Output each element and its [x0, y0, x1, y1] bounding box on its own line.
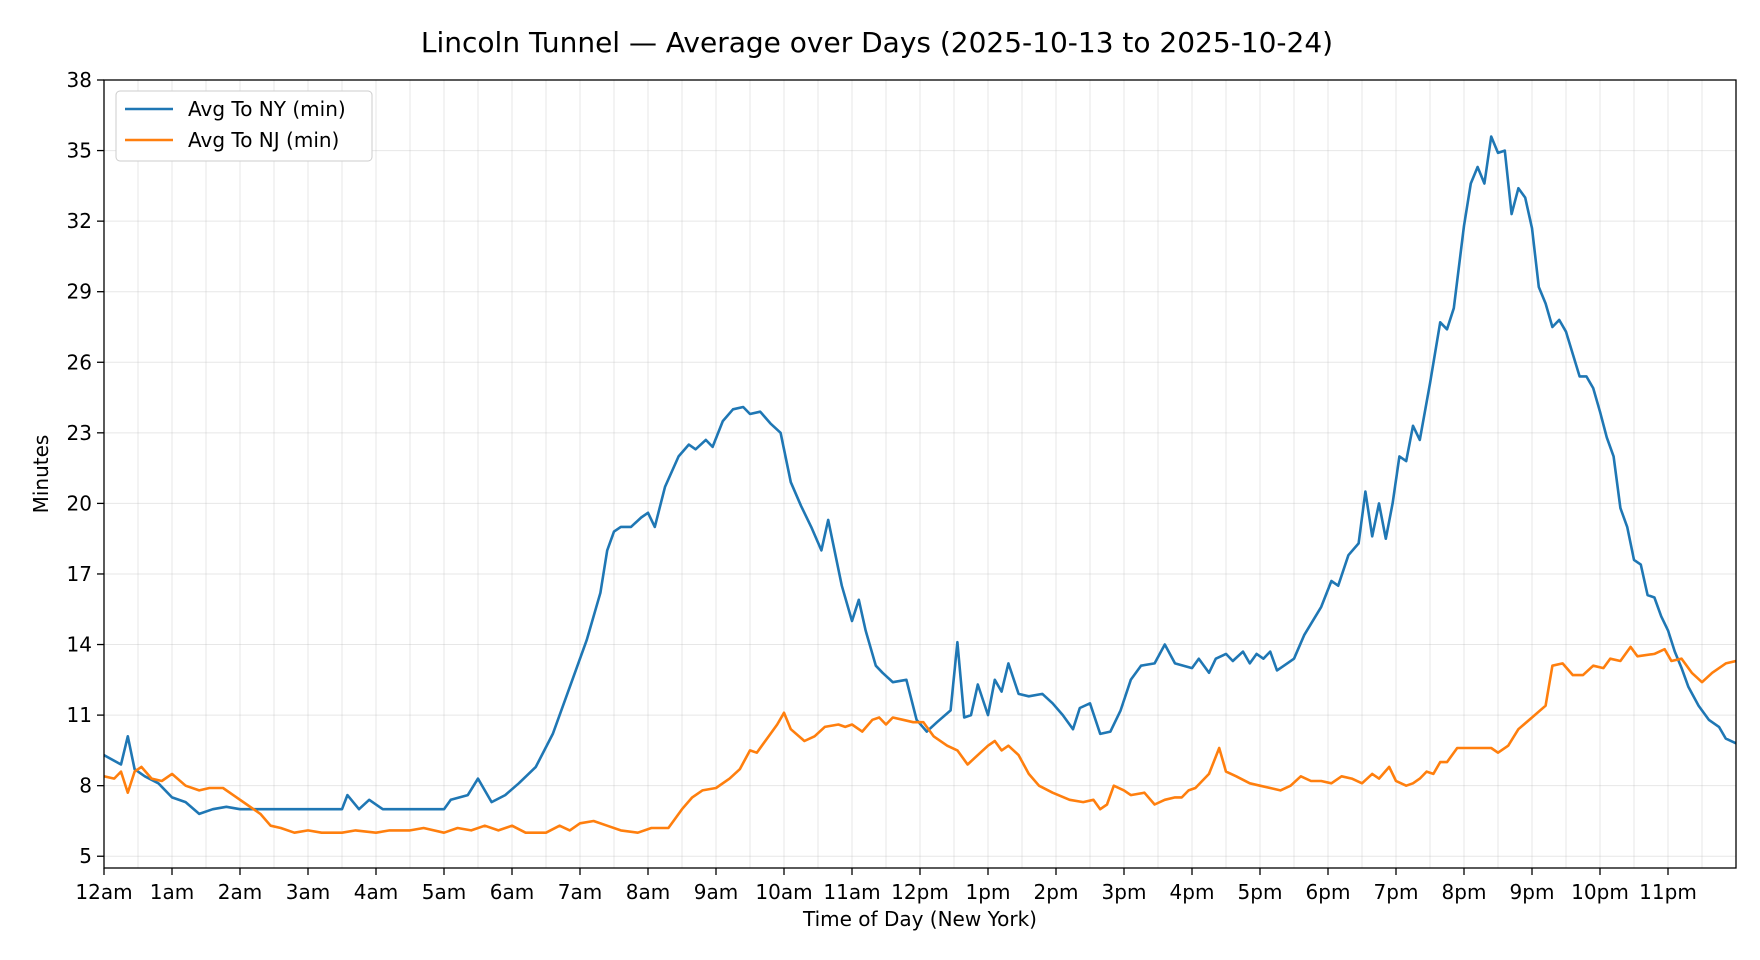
x-tick-label: 10am — [755, 880, 812, 904]
x-tick-label: 6pm — [1306, 880, 1351, 904]
series-lines — [104, 135, 1736, 835]
y-tick-label: 11 — [67, 703, 92, 727]
chart-title: Lincoln Tunnel — Average over Days (2025… — [421, 26, 1333, 59]
x-tick-label: 6am — [490, 880, 534, 904]
x-tick-label: 1pm — [966, 880, 1011, 904]
x-tick-label: 3am — [286, 880, 330, 904]
grid-lines — [103, 79, 1737, 868]
x-tick-label: 11pm — [1639, 880, 1697, 904]
x-tick-label: 8am — [626, 880, 670, 904]
legend-label: Avg To NY (min) — [188, 97, 346, 121]
x-tick-label: 7am — [558, 880, 602, 904]
legend-box — [115, 90, 373, 162]
y-axis-label: Minutes — [29, 435, 53, 514]
x-tick-label: 4pm — [1170, 880, 1215, 904]
y-tick-label: 26 — [67, 350, 92, 374]
x-tick-label: 9pm — [1510, 880, 1555, 904]
x-tick-label: 3pm — [1102, 880, 1147, 904]
x-tick-label: 5pm — [1238, 880, 1283, 904]
y-tick-label: 5 — [79, 844, 92, 868]
x-tick-label: 12am — [75, 880, 132, 904]
y-tick-label: 17 — [67, 562, 92, 586]
x-tick-label: 7pm — [1374, 880, 1419, 904]
x-tick-label: 5am — [422, 880, 466, 904]
x-tick-label: 4am — [354, 880, 398, 904]
x-tick-label: 12pm — [891, 880, 949, 904]
y-axis-ticks: 5 8 11 14 17 20 23 26 29 32 35 38 — [67, 68, 104, 868]
x-tick-label: 11am — [823, 880, 880, 904]
series-line-to-nj — [104, 645, 1736, 835]
x-tick-label: 2am — [218, 880, 262, 904]
x-tick-label: 2pm — [1034, 880, 1079, 904]
legend: Avg To NY (min) Avg To NJ (min) — [115, 90, 373, 162]
y-tick-label: 23 — [67, 421, 92, 445]
legend-label: Avg To NJ (min) — [188, 128, 339, 152]
y-tick-label: 14 — [67, 633, 92, 657]
y-tick-label: 32 — [67, 209, 92, 233]
x-tick-label: 1am — [150, 880, 194, 904]
y-tick-label: 29 — [67, 280, 92, 304]
series-line-to-ny — [104, 135, 1736, 816]
y-tick-label: 38 — [67, 68, 92, 92]
x-axis-ticks: 12am 1am 2am 3am 4am 5am 6am 7am 8am 9am 10am 11am 1… — [75, 868, 1697, 904]
x-tick-label: 9am — [694, 880, 738, 904]
y-tick-label: 8 — [79, 774, 92, 798]
y-tick-label: 35 — [67, 139, 92, 163]
x-tick-label: 8pm — [1442, 880, 1487, 904]
x-axis-label: Time of Day (New York) — [802, 907, 1037, 931]
y-tick-label: 20 — [67, 491, 92, 515]
x-tick-label: 10pm — [1571, 880, 1629, 904]
